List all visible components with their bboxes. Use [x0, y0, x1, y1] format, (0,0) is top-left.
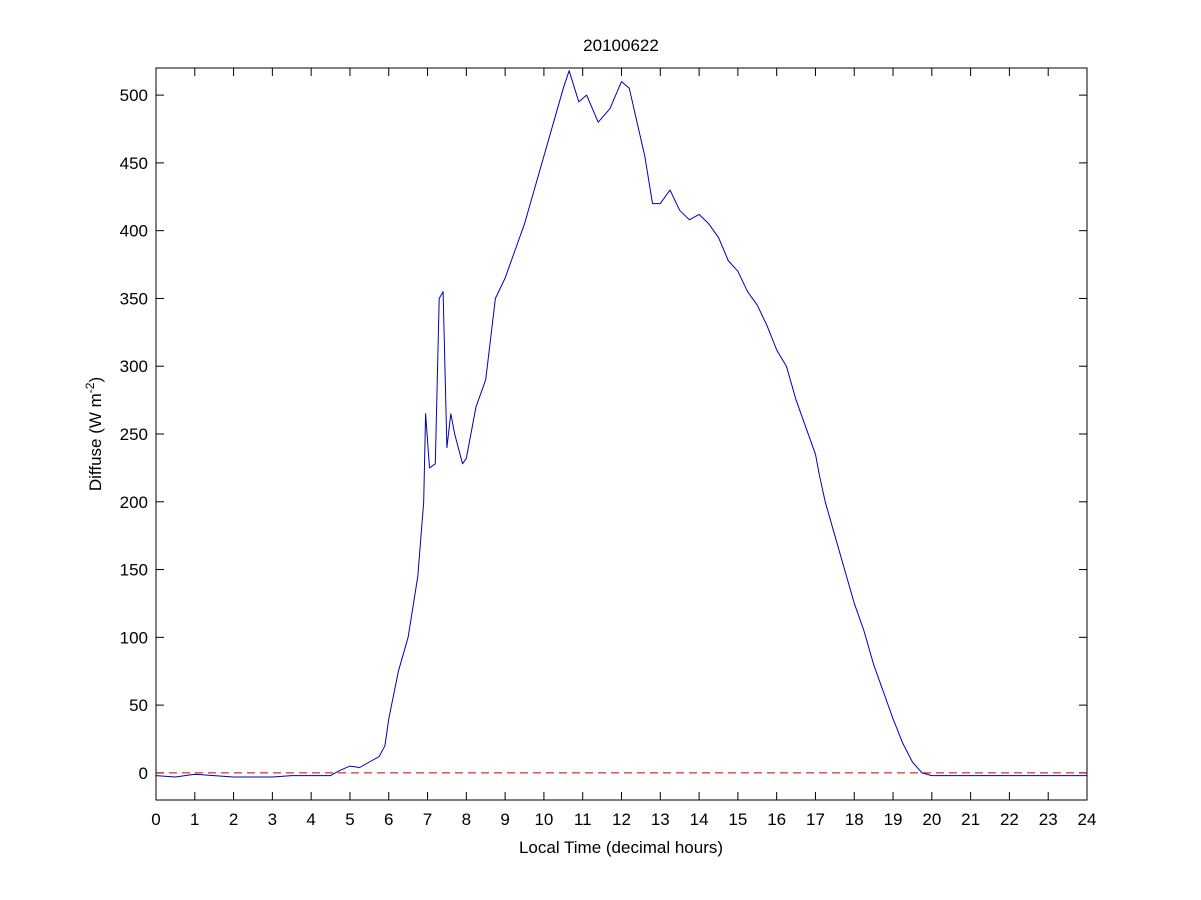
line-series [155, 70, 1087, 778]
x-tick-label: 18 [845, 810, 864, 829]
x-tick-label: 4 [306, 810, 315, 829]
x-tick-label: 5 [345, 810, 354, 829]
y-tick-label: 400 [120, 222, 148, 241]
chart-title: 20100622 [583, 36, 659, 55]
x-tick-label: 11 [574, 810, 592, 829]
y-tick-label: 450 [120, 154, 148, 173]
y-tick-label: 500 [120, 86, 148, 105]
x-tick-label: 15 [728, 810, 747, 829]
plot-area [155, 67, 1088, 801]
x-tick-label: 10 [534, 810, 553, 829]
y-tick-label: 0 [139, 764, 148, 783]
y-tick-label: 50 [129, 696, 148, 715]
x-tick-label: 23 [1039, 810, 1058, 829]
x-tick-label: 22 [1000, 810, 1019, 829]
y-label-text: Diffuse (W m [86, 393, 105, 491]
y-label-tail: ) [86, 377, 105, 383]
y-tick-label: 100 [120, 628, 148, 647]
x-tick-label: 9 [500, 810, 509, 829]
y-tick-label: 150 [120, 561, 148, 580]
y-tick-label: 200 [120, 493, 148, 512]
x-tick-label: 16 [767, 810, 786, 829]
x-axis-label: Local Time (decimal hours) [519, 838, 723, 857]
x-tick-label: 12 [612, 810, 631, 829]
x-tick-label: 7 [423, 810, 432, 829]
x-tick-label: 6 [384, 810, 393, 829]
x-tick-label: 13 [651, 810, 670, 829]
y-tick-label: 250 [120, 425, 148, 444]
x-tick-label: 2 [229, 810, 238, 829]
x-tick-label: 24 [1078, 810, 1097, 829]
x-tick-label: 17 [806, 810, 825, 829]
x-tick-label: 3 [268, 810, 277, 829]
y-tick-label: 350 [120, 289, 148, 308]
y-axis-label: Diffuse (W m-2) [83, 377, 105, 491]
x-tick-label: 19 [884, 810, 903, 829]
y-tick-label: 300 [120, 357, 148, 376]
x-tick-label: 20 [922, 810, 941, 829]
x-tick-label: 8 [462, 810, 471, 829]
x-tick-label: 0 [151, 810, 160, 829]
x-tick-label: 14 [690, 810, 709, 829]
x-tick-label: 1 [190, 810, 199, 829]
y-label-sup: -2 [83, 382, 97, 393]
x-tick-label: 21 [961, 810, 980, 829]
